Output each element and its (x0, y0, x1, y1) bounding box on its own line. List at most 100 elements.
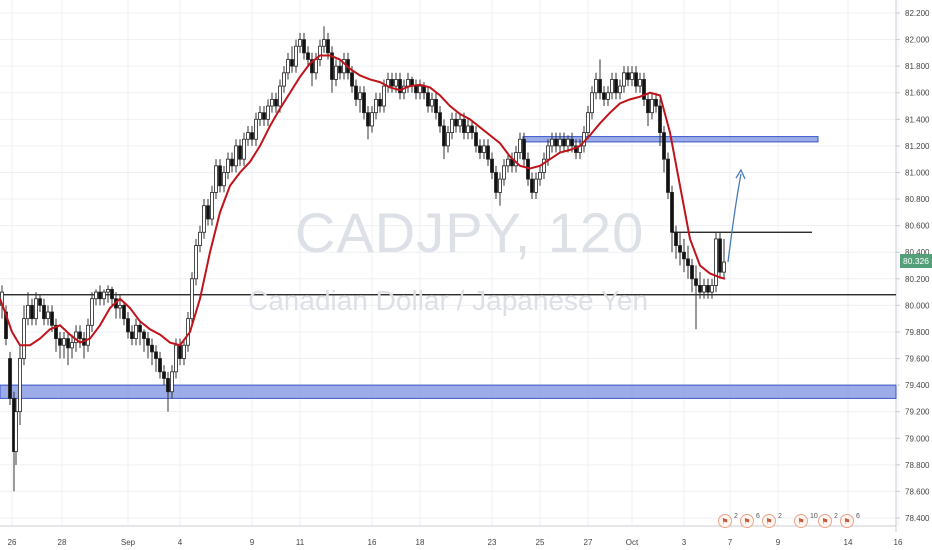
x-tick-label: 7 (728, 538, 733, 547)
candle-body (174, 344, 178, 373)
candle-body (722, 261, 726, 273)
candle-body (498, 178, 502, 193)
candle-body (362, 92, 366, 114)
candle-body (642, 79, 646, 100)
candle-body (470, 125, 474, 134)
candle-body (358, 92, 362, 100)
candle-body (430, 98, 434, 107)
candle-body (706, 285, 710, 293)
candle-body (562, 138, 566, 147)
event-flag-icon[interactable]: ⚑ (818, 514, 832, 528)
event-flag-icon[interactable]: ⚑ (840, 514, 854, 528)
candle-body (302, 39, 306, 54)
candle-body (38, 298, 42, 306)
candle-body (78, 331, 82, 339)
candle-body (566, 138, 570, 147)
y-tick-label: 79.000 (905, 434, 930, 443)
candle-body (242, 138, 246, 160)
candle-body (262, 112, 266, 120)
y-tick-label: 78.800 (905, 461, 930, 470)
candle-body (454, 118, 458, 127)
x-tick-label: 25 (536, 538, 545, 547)
candle-body (502, 165, 506, 180)
x-tick-label: 26 (8, 538, 17, 547)
candle-body (58, 338, 62, 346)
candle-body (206, 205, 210, 220)
candle-body (390, 79, 394, 87)
candle-body (178, 344, 182, 359)
candle-body (654, 98, 658, 107)
x-tick-label: 4 (178, 538, 183, 547)
event-flag-icon[interactable]: ⚑ (718, 514, 732, 528)
watermark-description: Canadian Dollar / Japanese Yen (248, 285, 649, 316)
candle-body (514, 152, 518, 167)
candle-body (30, 304, 34, 320)
candle-body (254, 118, 258, 140)
y-tick-label: 81.000 (905, 168, 930, 177)
y-tick-label: 79.200 (905, 408, 930, 417)
event-flag-icon[interactable]: ⚑ (794, 514, 808, 528)
candle-body (42, 304, 46, 320)
projection-arrow (727, 173, 742, 263)
event-flag-icon[interactable]: ⚑ (740, 514, 754, 528)
candle-body (586, 112, 590, 134)
candle-body (674, 231, 678, 246)
candle-body (594, 79, 598, 94)
y-tick-label: 78.400 (905, 514, 930, 523)
candle-body (610, 79, 614, 94)
candle-body (294, 45, 298, 67)
candle-body (574, 145, 578, 153)
candle-body (102, 291, 106, 300)
candle-body (170, 371, 174, 393)
candle-body (218, 165, 222, 187)
y-tick-label: 79.600 (905, 355, 930, 364)
candle-body (66, 338, 70, 349)
candle-body (350, 72, 354, 87)
x-tick-label: 9 (776, 538, 781, 547)
candle-body (378, 98, 382, 107)
candle-body (194, 245, 198, 280)
candle-body (614, 79, 618, 94)
moving-average-line (0, 54, 726, 347)
candle-body (8, 358, 12, 399)
candle-body (274, 98, 278, 107)
candle-body (290, 59, 294, 67)
candle-body (190, 278, 194, 320)
x-tick-label: Oct (626, 538, 639, 547)
candle-body (602, 92, 606, 100)
candle-body (434, 98, 438, 114)
candle-body (670, 192, 674, 233)
candle-body (110, 289, 114, 300)
candle-body (366, 112, 370, 127)
candle-body (198, 231, 202, 246)
x-tick-label: 28 (58, 538, 67, 547)
candle-body (166, 378, 170, 393)
candle-body (538, 172, 542, 180)
candle-body (318, 45, 322, 60)
x-tick-label: 18 (416, 538, 425, 547)
candle-body (90, 298, 94, 326)
candle-body (462, 118, 466, 134)
watermark-symbol: CADJPY, 120 (295, 201, 645, 264)
candle-body (210, 192, 214, 220)
candle-body (590, 92, 594, 114)
y-tick-label: 78.600 (905, 487, 930, 496)
candle-body (446, 132, 450, 147)
candle-body (450, 118, 454, 134)
candle-body (550, 138, 554, 147)
candle-body (598, 79, 602, 94)
candle-body (458, 118, 462, 127)
candle-body (122, 304, 126, 320)
candle-body (94, 291, 98, 300)
candle-body (534, 178, 538, 193)
candle-body (26, 304, 30, 320)
event-flag-icon[interactable]: ⚑ (762, 514, 776, 528)
candle-body (482, 145, 486, 153)
candle-body (266, 105, 270, 120)
candle-body (162, 371, 166, 379)
candle-body (14, 411, 18, 452)
candle-body (626, 72, 630, 80)
y-tick-label: 81.800 (905, 62, 930, 71)
candle-body (238, 145, 242, 160)
